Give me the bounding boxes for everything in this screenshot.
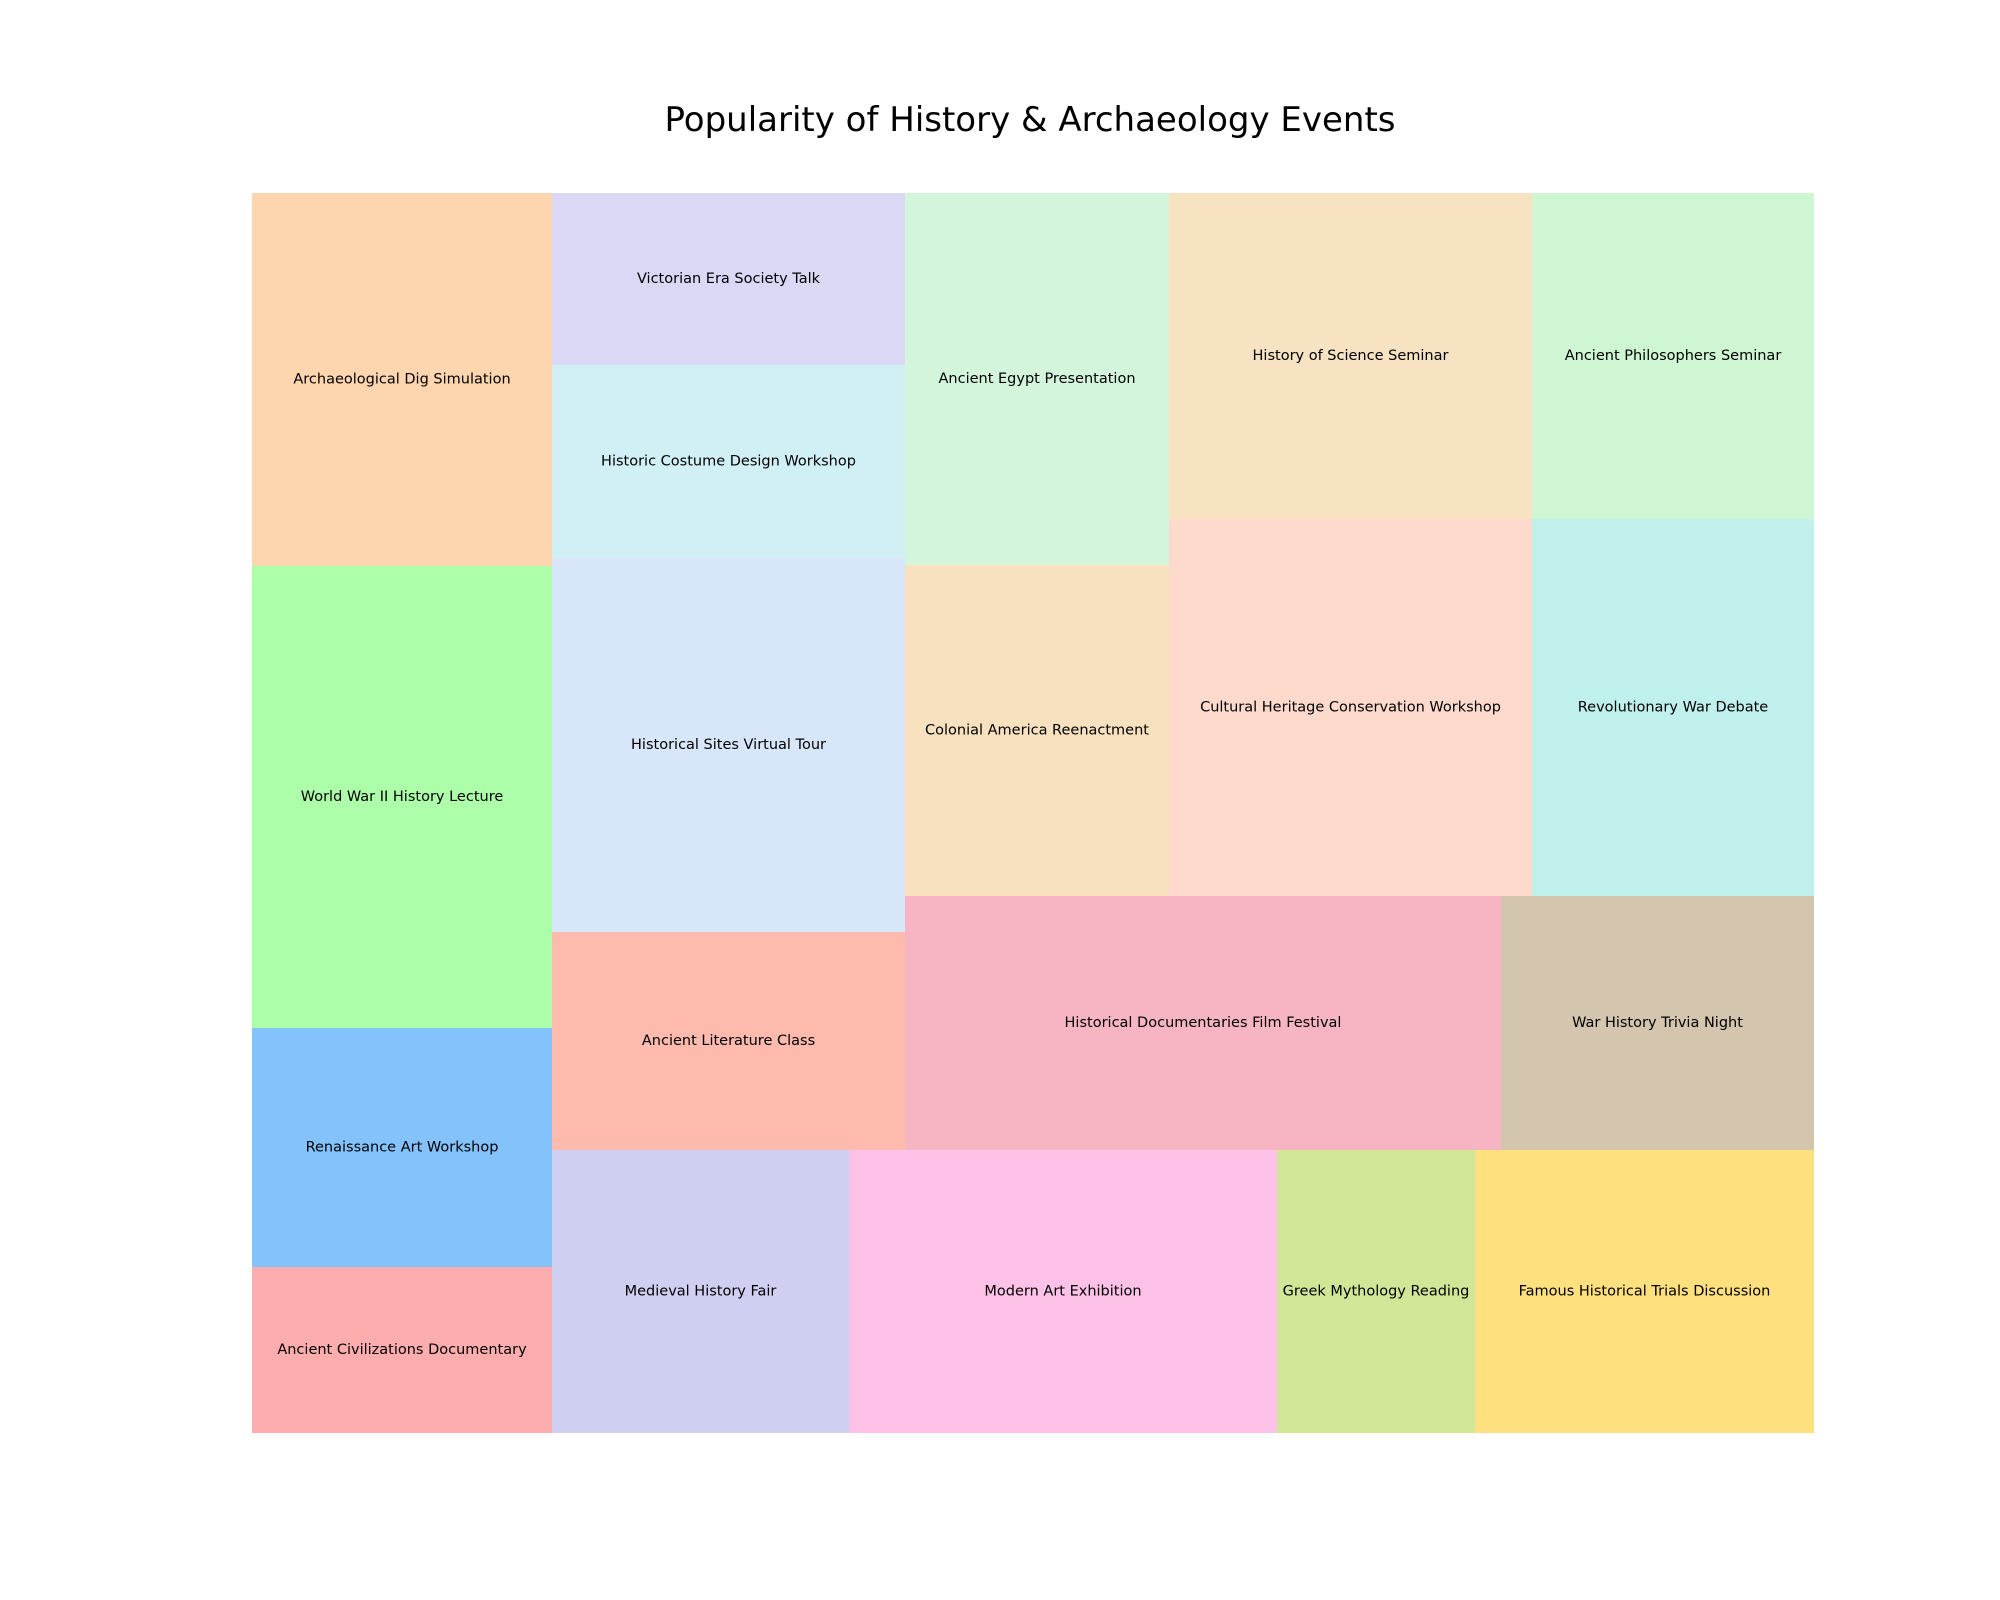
tile-label: Historical Sites Virtual Tour [631,737,826,753]
tile-rect [252,566,552,1028]
tile-label: Ancient Civilizations Documentary [277,1342,527,1358]
tile-label: Medieval History Fair [625,1284,777,1300]
tile-greek-mythology-reading: Greek Mythology Reading [1277,1150,1475,1433]
tile-rect [552,1150,849,1433]
tile-rect [905,896,1501,1150]
tile-rect [552,193,905,365]
tile-rect [1501,896,1814,1150]
tile-ancient-civilizations-documentary: Ancient Civilizations Documentary [252,1267,552,1433]
tile-rect [252,193,552,566]
tile-renaissance-art-workshop: Renaissance Art Workshop [252,1028,552,1267]
tile-label: Cultural Heritage Conservation Workshop [1200,700,1501,716]
tile-label: Archaeological Dig Simulation [293,372,510,388]
tile-label: Revolutionary War Debate [1578,700,1769,716]
tile-ancient-egypt-presentation: Ancient Egypt Presentation [905,193,1169,565]
tile-rect [849,1150,1277,1433]
tile-ancient-philosophers-seminar: Ancient Philosophers Seminar [1532,193,1814,519]
tile-label: Historic Costume Design Workshop [601,454,856,470]
tile-rect [1277,1150,1475,1433]
tile-rect [905,193,1169,565]
tile-rect [1532,519,1814,896]
tile-war-history-trivia-night: War History Trivia Night [1501,896,1814,1150]
tile-medieval-history-fair: Medieval History Fair [552,1150,849,1433]
tile-label: Ancient Philosophers Seminar [1565,348,1782,364]
tile-cultural-heritage-conservation-workshop: Cultural Heritage Conservation Workshop [1169,519,1532,896]
tile-rect [1532,193,1814,519]
tile-revolutionary-war-debate: Revolutionary War Debate [1532,519,1814,896]
tile-rect [552,558,905,932]
tile-rect [252,1267,552,1433]
tile-rect [1475,1150,1814,1433]
tile-archaeological-dig-simulation: Archaeological Dig Simulation [252,193,552,566]
tile-historical-sites-virtual-tour: Historical Sites Virtual Tour [552,558,905,932]
tile-label: Ancient Literature Class [642,1033,815,1049]
tile-label: Renaissance Art Workshop [306,1140,499,1156]
tile-label: Victorian Era Society Talk [637,271,821,287]
tile-label: History of Science Seminar [1253,348,1449,364]
tile-history-of-science-seminar: History of Science Seminar [1169,193,1532,519]
chart-title: Popularity of History & Archaeology Even… [664,100,1396,140]
tile-label: War History Trivia Night [1572,1015,1743,1031]
tile-rect [905,565,1169,896]
tile-label: Famous Historical Trials Discussion [1519,1284,1771,1300]
tile-label: Colonial America Reenactment [925,723,1149,739]
tile-historic-costume-design-workshop: Historic Costume Design Workshop [552,365,905,558]
tile-rect [552,932,905,1150]
tile-rect [1169,193,1532,519]
tile-label: Ancient Egypt Presentation [938,371,1135,387]
tile-historical-documentaries-film-festival: Historical Documentaries Film Festival [905,896,1501,1150]
tile-famous-historical-trials-discussion: Famous Historical Trials Discussion [1475,1150,1814,1433]
tile-label: World War II History Lecture [301,789,504,805]
tile-modern-art-exhibition: Modern Art Exhibition [849,1150,1277,1433]
tile-world-war-ii-history-lecture: World War II History Lecture [252,566,552,1028]
tile-rect [1169,519,1532,896]
tile-label: Greek Mythology Reading [1283,1284,1470,1300]
tile-rect [552,365,905,558]
tile-victorian-era-society-talk: Victorian Era Society Talk [552,193,905,365]
tile-label: Modern Art Exhibition [984,1284,1141,1300]
tile-ancient-literature-class: Ancient Literature Class [552,932,905,1150]
tile-rect [252,1028,552,1267]
tile-label: Historical Documentaries Film Festival [1065,1015,1342,1031]
tile-colonial-america-reenactment: Colonial America Reenactment [905,565,1169,896]
